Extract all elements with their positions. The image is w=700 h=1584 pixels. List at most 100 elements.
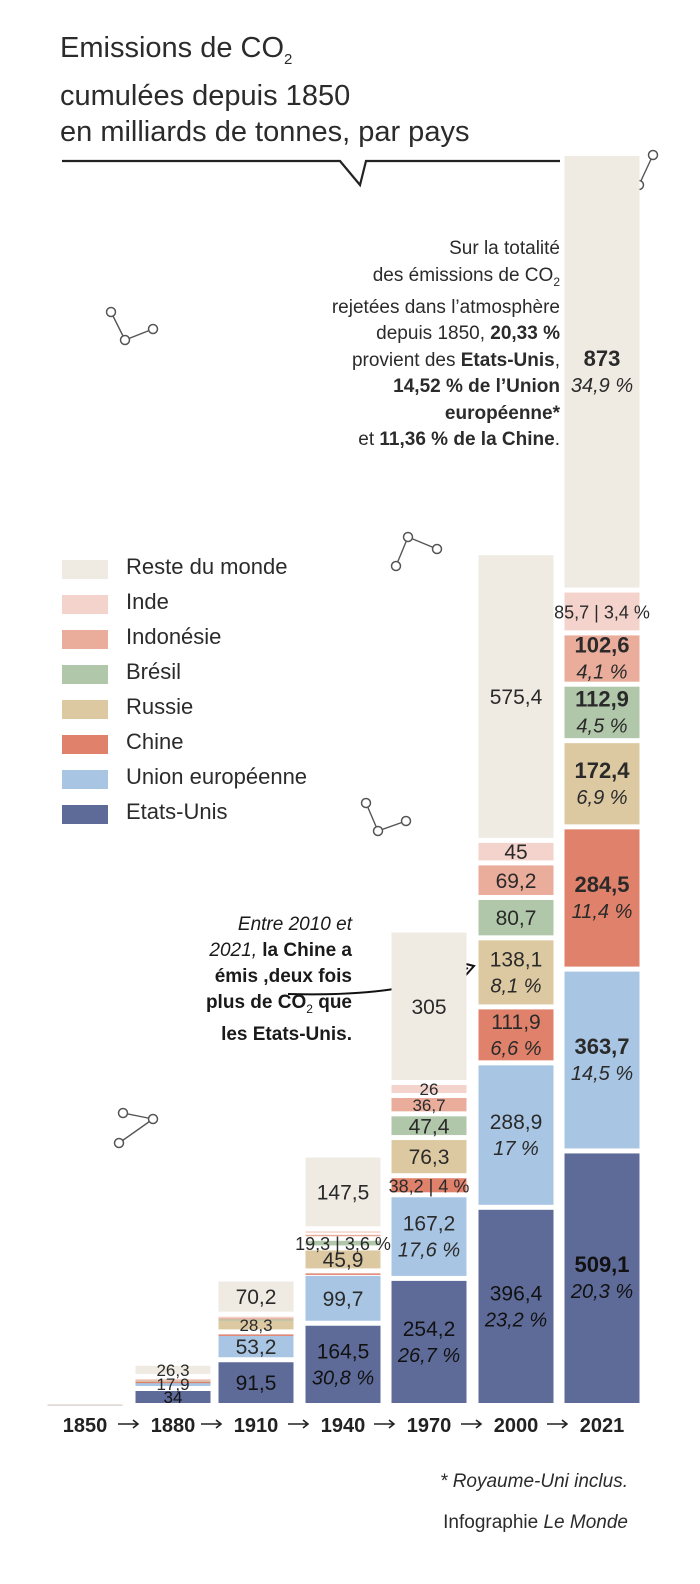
- bar-value-label: 17,9: [156, 1375, 189, 1394]
- bar-value-label: 47,4: [409, 1115, 450, 1138]
- bar-russia-1910: [218, 1320, 294, 1330]
- x-axis: 1850 1880 1910 1940 1970 2000 2021: [63, 1415, 625, 1437]
- bar-value-label: 45: [504, 841, 527, 864]
- molecule-icon: [360, 797, 412, 837]
- x-tick-label: 2000: [494, 1415, 539, 1437]
- intro-subscript: 2: [553, 274, 560, 289]
- title-line-2: cumulées depuis 1850: [60, 79, 351, 112]
- bar-rest-1880: [135, 1365, 211, 1374]
- x-axis-arrow: [288, 1419, 310, 1429]
- bar-china-1970: [391, 1178, 467, 1193]
- bar-value-label: 284,5: [574, 872, 629, 897]
- legend-swatch-russia: [62, 700, 108, 719]
- bar-value-label: 85,7 | 3,4 %: [554, 602, 650, 622]
- bar-rest-1850: [47, 1404, 123, 1405]
- bar-indonesia-2000: [478, 865, 554, 895]
- annotation-china: Entre 2010 et 2021, la Chine a émis ,deu…: [150, 912, 352, 1048]
- bar-value-label: 575,4: [490, 686, 543, 709]
- bar-india-1970: [391, 1085, 467, 1093]
- bar-rest-2021: [564, 156, 640, 588]
- molecule-atom: [147, 323, 159, 335]
- bar-value-label: 288,9: [490, 1111, 543, 1134]
- bar-percent-label: 11,4 %: [572, 901, 633, 923]
- molecule-atom: [372, 825, 384, 837]
- bar-value-label: 69,2: [496, 870, 537, 893]
- bar-indonesia-1970: [391, 1098, 467, 1112]
- credit-publication: Le Monde: [543, 1512, 628, 1533]
- molecule-atom: [117, 1107, 129, 1119]
- legend-swatch-brazil: [62, 665, 108, 684]
- bar-indonesia-1940: [305, 1234, 381, 1237]
- bar-usa-1910: [218, 1362, 294, 1403]
- bar-value-label: 164,5: [317, 1340, 370, 1363]
- bar-value-label: 53,2: [236, 1336, 277, 1359]
- bar-eu-1970: [391, 1197, 467, 1276]
- bar-india-2021: [564, 592, 640, 631]
- x-axis-arrow: [374, 1419, 396, 1429]
- title-underline: [62, 159, 560, 188]
- bar-value-label: 172,4: [574, 758, 630, 783]
- molecule-bond: [638, 154, 654, 186]
- bar-rest-1910: [218, 1281, 294, 1312]
- footnote: * Royaume-Uni inclus.: [440, 1471, 628, 1492]
- bar-russia-2021: [564, 743, 640, 825]
- intro-highlight: 20,33 %: [490, 323, 560, 345]
- molecule-atom: [360, 797, 372, 809]
- bar-value-label: 76,3: [409, 1146, 450, 1169]
- x-tick-label: 1850: [63, 1415, 108, 1437]
- bar-brazil-2021: [564, 686, 640, 739]
- x-tick-label: 1940: [321, 1415, 366, 1437]
- note-line: 2021,: [209, 940, 263, 961]
- bar-russia-1970: [391, 1140, 467, 1174]
- bar-value-label: 91,5: [236, 1372, 277, 1395]
- bar-percent-label: 6,6 %: [490, 1038, 541, 1060]
- molecule-icon: [390, 531, 443, 572]
- intro-highlight: Etats-Unis: [460, 349, 555, 371]
- credit: Infographie Le Monde: [443, 1512, 628, 1534]
- x-axis-arrow: [547, 1419, 569, 1429]
- bar-china-1940: [305, 1273, 381, 1275]
- bar-percent-label: 4,1 %: [576, 662, 627, 684]
- bar-usa-1880: [135, 1391, 211, 1403]
- molecule-icon: [105, 306, 159, 346]
- intro-line: .: [554, 429, 560, 451]
- bar-value-label: 19,3 | 3,6 %: [295, 1234, 391, 1254]
- bar-rest-1940: [305, 1157, 381, 1227]
- intro-text: Sur la totalité des émissions de CO2 rej…: [260, 236, 560, 454]
- bar-value-label: 111,9: [491, 1011, 540, 1034]
- bar-percent-label: 6,9 %: [576, 787, 627, 809]
- molecule-atom: [402, 531, 414, 543]
- note-highlight: plus de CO: [205, 992, 307, 1013]
- intro-highlight: 14,52 % de l’Union: [393, 376, 560, 398]
- bar-rest-2000: [478, 555, 554, 838]
- bar-eu-1880: [135, 1382, 211, 1386]
- x-tick-label: 1970: [407, 1415, 452, 1437]
- intro-line: depuis 1850,: [376, 323, 491, 345]
- decorations: [62, 149, 659, 1149]
- bar-value-label: 396,4: [490, 1282, 543, 1305]
- legend-label-eu: Union européenne: [126, 764, 308, 789]
- bar-russia-1940: [305, 1250, 381, 1269]
- bar-value-label: 102,6: [574, 633, 629, 658]
- bar-eu-1940: [305, 1275, 381, 1321]
- bar-value-label: 36,7: [412, 1096, 445, 1115]
- title-line-1: Emissions de CO: [60, 32, 285, 64]
- bar-brazil-1940: [305, 1240, 381, 1246]
- intro-line: des émissions de CO: [372, 264, 554, 286]
- title-subscript: 2: [284, 50, 293, 68]
- note-highlight: les Etats-Unis.: [221, 1023, 352, 1045]
- legend-swatch-usa: [62, 805, 108, 824]
- bar-value-label: 45,9: [323, 1249, 364, 1272]
- molecule-atom: [390, 560, 402, 572]
- bar-value-label: 26,3: [156, 1361, 189, 1380]
- bar-percent-label: 17 %: [493, 1138, 539, 1160]
- legend-label-china: Chine: [126, 729, 184, 754]
- bar-china-2000: [478, 1009, 554, 1061]
- x-axis-arrow: [461, 1419, 483, 1429]
- legend-swatch-eu: [62, 770, 108, 789]
- bar-usa-1940: [305, 1325, 381, 1403]
- legend-label-usa: Etats-Unis: [126, 799, 228, 824]
- molecule-atom: [147, 1113, 159, 1125]
